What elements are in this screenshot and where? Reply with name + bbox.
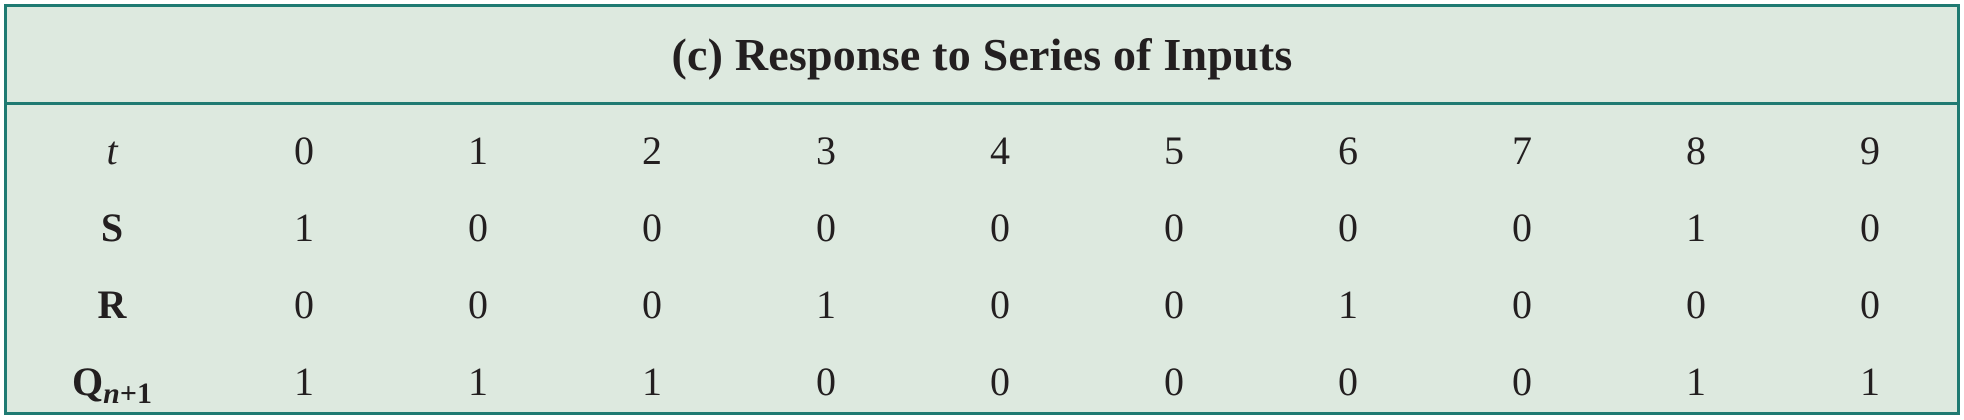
table-cell: 0 <box>642 282 662 327</box>
table-cell: 0 <box>1338 359 1358 404</box>
table-cell: 6 <box>1338 127 1358 173</box>
table-cell: 0 <box>816 359 836 404</box>
row-label-q-subscript: n+1 <box>103 377 152 411</box>
table-cell: 1 <box>468 127 488 173</box>
subscript-offset: +1 <box>119 376 152 410</box>
table-cell: 0 <box>468 205 488 250</box>
table-cell: 9 <box>1860 127 1880 173</box>
table-grid: t 0 1 2 3 4 5 6 7 8 9 S 1 0 0 0 0 0 0 0 … <box>7 105 1957 420</box>
table-cell: 1 <box>1686 359 1706 404</box>
table-cell: 1 <box>642 359 662 404</box>
table-cell: 1 <box>1686 205 1706 250</box>
table-cell: 0 <box>1164 205 1184 250</box>
table-cell: 1 <box>1338 282 1358 327</box>
table-cell: 0 <box>1860 205 1880 250</box>
table-cell: 0 <box>1860 282 1880 327</box>
table-cell: 2 <box>642 127 662 173</box>
table-cell: 0 <box>294 282 314 327</box>
truth-table: (c) Response to Series of Inputs t 0 1 2… <box>4 4 1960 415</box>
row-label-q: Q <box>72 359 104 404</box>
table-cell: 0 <box>468 282 488 327</box>
table-cell: 0 <box>816 205 836 250</box>
table-cell: 0 <box>990 282 1010 327</box>
table-cell: 1 <box>294 359 314 404</box>
table-cell: 0 <box>1686 282 1706 327</box>
table-cell: 5 <box>1164 127 1184 173</box>
table-cell: 1 <box>1860 359 1880 404</box>
table-cell: 0 <box>1512 282 1532 327</box>
table-cell: 0 <box>294 127 314 173</box>
table-cell: 0 <box>1512 359 1532 404</box>
table-title: (c) Response to Series of Inputs <box>671 29 1293 80</box>
row-label-t: t <box>106 127 118 173</box>
table-cell: 0 <box>1164 359 1184 404</box>
table-cell: 1 <box>816 282 836 327</box>
table-cell: 1 <box>294 205 314 250</box>
table-cell: 7 <box>1512 127 1532 173</box>
table-cell: 0 <box>642 205 662 250</box>
table-cell: 0 <box>990 205 1010 250</box>
table-cell: 8 <box>1686 127 1706 173</box>
table-cell: 4 <box>990 127 1010 173</box>
table-title-bar: (c) Response to Series of Inputs <box>7 7 1957 105</box>
table-cell: 1 <box>468 359 488 404</box>
table-cell: 0 <box>1164 282 1184 327</box>
table-cell: 0 <box>1512 205 1532 250</box>
table-cell: 0 <box>990 359 1010 404</box>
table-cell: 3 <box>816 127 836 173</box>
subscript-variable: n <box>103 376 120 410</box>
row-label-s: S <box>100 205 124 250</box>
row-label-r: R <box>97 282 127 327</box>
table-cell: 0 <box>1338 205 1358 250</box>
